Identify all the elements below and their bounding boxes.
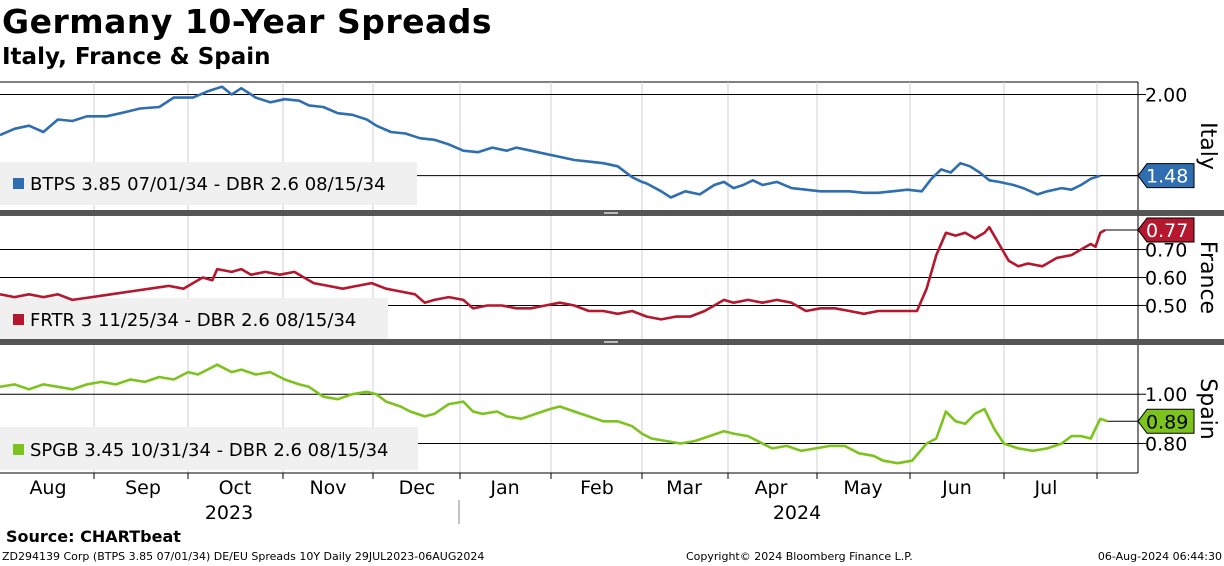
x-year-label: 2024	[773, 502, 821, 524]
series-line	[0, 225, 1106, 321]
legend-box	[0, 298, 388, 341]
x-tick-label: Mar	[666, 477, 702, 499]
last-value-flag	[1137, 408, 1195, 434]
series-line	[0, 363, 1109, 465]
y-tick-label: 0.60	[1145, 268, 1187, 290]
last-value-flag	[1137, 163, 1195, 189]
panel-name: France	[1195, 241, 1220, 314]
legend-swatch	[13, 178, 24, 189]
panel-italy: 2.00 BTPS 3.85 07/01/34 - DBR 2.6 08/15/3…	[0, 82, 1224, 216]
legend-box	[0, 427, 418, 470]
y-tick-label: 1.00	[1145, 384, 1187, 406]
panel-separator-grip	[604, 341, 618, 343]
source-note: Source: CHARTbeat	[6, 527, 181, 546]
x-tick-label: May	[843, 477, 882, 499]
x-tick-label: Apr	[755, 477, 788, 499]
x-tick-label: Jul	[1034, 477, 1058, 499]
x-tick-label: Oct	[219, 477, 252, 499]
panel-name: Italy	[1195, 122, 1220, 170]
last-value-label: 0.77	[1146, 220, 1188, 242]
x-tick-label: Dec	[399, 477, 436, 499]
footer-copyright: Copyright© 2024 Bloomberg Finance L.P.	[686, 550, 913, 563]
footer-timestamp: 06-Aug-2024 06:44:30	[1097, 550, 1222, 563]
panel-spain: 1.00 0.80 SPGB 3.45 10/31/34 - DBR 2.6 08/…	[0, 345, 1220, 473]
legend-label: FRTR 3 11/25/34 - DBR 2.6 08/15/34	[30, 310, 356, 331]
x-tick-label: Sep	[125, 477, 161, 499]
y-tick-label: 0.50	[1145, 295, 1187, 317]
last-value-label: 1.48	[1146, 166, 1188, 188]
x-tick-label: Aug	[29, 477, 66, 499]
x-year-label: 2023	[205, 502, 253, 524]
panel-name: Spain	[1195, 378, 1220, 439]
panel-france: 0.70 0.60 0.50 FRTR 3 11/25/34 - DBR 2.6 08…	[0, 216, 1224, 345]
y-tick-label: 0.80	[1145, 433, 1187, 455]
legend-label: SPGB 3.45 10/31/34 - DBR 2.6 08/15/34	[30, 440, 389, 461]
footer-security-info: ZD294139 Corp (BTPS 3.85 07/01/34) DE/EU…	[2, 550, 485, 563]
legend-label: BTPS 3.85 07/01/34 - DBR 2.6 08/15/34	[30, 174, 386, 195]
legend-box	[0, 162, 417, 205]
x-tick-label: Nov	[309, 477, 346, 499]
chart-title: Germany 10-Year Spreads	[2, 2, 493, 41]
x-tick-label: Jun	[941, 477, 972, 499]
y-tick-label: 2.00	[1145, 84, 1187, 106]
y-tick-label: 0.70	[1145, 240, 1187, 262]
panel-separator-grip	[604, 212, 618, 214]
chart-subtitle: Italy, France & Spain	[2, 44, 271, 70]
series-line	[0, 85, 1101, 199]
legend-swatch	[13, 444, 24, 455]
legend-swatch	[13, 314, 24, 325]
x-tick-label: Jan	[489, 477, 519, 499]
last-value-label: 0.89	[1146, 411, 1188, 433]
x-tick-label: Feb	[580, 477, 614, 499]
last-value-flag	[1137, 217, 1195, 243]
